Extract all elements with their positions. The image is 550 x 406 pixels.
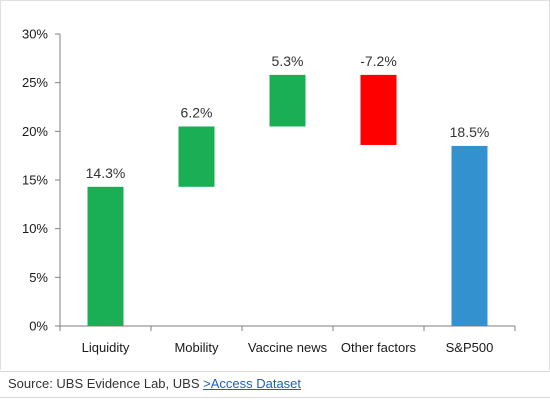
y-tick-label: 25%	[22, 75, 48, 90]
bar	[360, 74, 397, 145]
data-labels-group: 14.3% 6.2% 5.3% -7.2% 18.5%	[86, 53, 490, 181]
source-divider-bottom	[0, 397, 550, 398]
bar-data-label: 6.2%	[181, 104, 213, 120]
y-tick-label: 10%	[22, 221, 48, 236]
bar-data-label: 14.3%	[86, 165, 126, 181]
y-tick-label: 5%	[29, 270, 48, 285]
x-tick-label: Mobility	[174, 340, 219, 355]
y-axis: 0% 5% 10% 15% 20% 25% 30%	[22, 27, 61, 334]
bar	[451, 145, 488, 326]
bars-group	[87, 74, 488, 326]
waterfall-chart: 0% 5% 10% 15% 20% 25% 30% Liquidity Mobility Vac…	[0, 0, 550, 370]
access-dataset-link[interactable]: >Access Dataset	[203, 376, 302, 391]
x-tick-label: Liquidity	[82, 340, 130, 355]
y-tick-label: 0%	[29, 319, 48, 334]
x-tick-label: Vaccine news	[248, 340, 328, 355]
bar-data-label: -7.2%	[360, 53, 397, 69]
y-tick-label: 20%	[22, 124, 48, 139]
x-tick-label: S&P500	[446, 340, 494, 355]
x-axis: Liquidity Mobility Vaccine news Other facto…	[59, 325, 516, 355]
bar	[178, 126, 215, 187]
x-tick-label: Other factors	[341, 340, 417, 355]
bar	[269, 74, 306, 127]
y-tick-label: 30%	[22, 27, 48, 42]
y-tick-label: 15%	[22, 173, 48, 188]
source-divider-top	[0, 371, 550, 372]
bar-data-label: 18.5%	[450, 124, 490, 140]
source-text: Source: UBS Evidence Lab, UBS	[8, 376, 204, 391]
chart-svg: 0% 5% 10% 15% 20% 25% 30% Liquidity Mobility Vac…	[0, 0, 550, 370]
bar-data-label: 5.3%	[272, 53, 304, 69]
bar	[87, 186, 124, 326]
source-note: Source: UBS Evidence Lab, UBS >Access Da…	[8, 376, 301, 391]
